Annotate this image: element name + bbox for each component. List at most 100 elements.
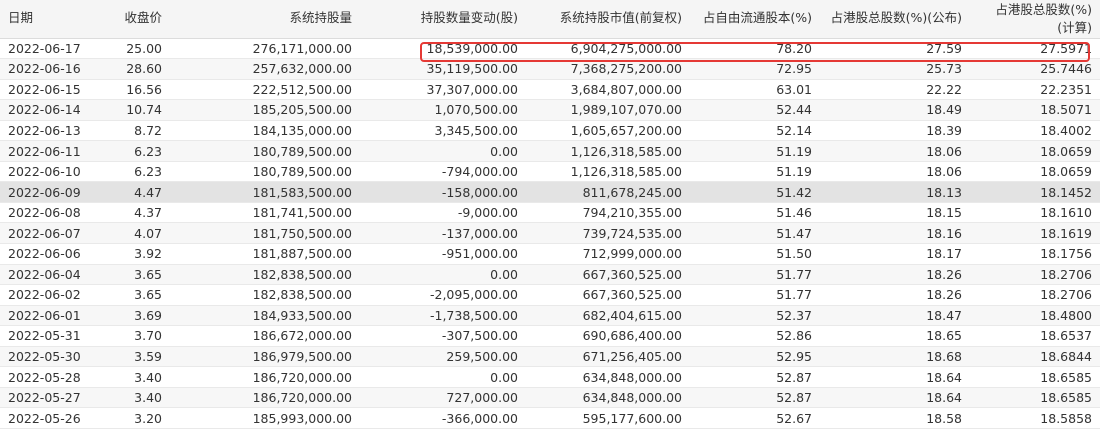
cell-date: 2022-06-02 [0,284,100,306]
table-row[interactable]: 2022-06-02 3.65 182,838,500.00 -2,095,000.0… [0,284,1100,306]
column-header-holding-change[interactable]: 持股数量变动(股) [360,0,526,39]
column-header-label: 占自由流通股本(%) [702,10,812,25]
cell-holding-market-value: 6,904,275,000.00 [526,38,690,60]
cell-close-price: 16.56 [100,79,170,101]
cell-total-shares-pct-calculated: 22.2351 [970,79,1100,101]
column-header-free-float-pct[interactable]: 占自由流通股本(%) [690,0,820,39]
cell-free-float-pct: 52.67 [690,407,820,429]
cell-date: 2022-06-09 [0,181,100,203]
cell-free-float-pct: 51.42 [690,181,820,203]
cell-date: 2022-06-17 [0,38,100,60]
column-header-holding-quantity[interactable]: 系统持股量 [170,0,360,39]
cell-total-shares-pct-calculated: 18.2706 [970,264,1100,286]
table-row[interactable]: 2022-05-26 3.20 185,993,000.00 -366,000.00 5… [0,407,1100,429]
cell-total-shares-pct-published: 18.39 [820,120,970,142]
cell-total-shares-pct-published: 18.49 [820,99,970,121]
table-row[interactable]: 2022-06-08 4.37 181,741,500.00 -9,000.00 794… [0,202,1100,224]
cell-holding-change: -794,000.00 [360,161,526,183]
cell-holding-quantity: 182,838,500.00 [170,284,360,306]
table-row[interactable]: 2022-06-07 4.07 181,750,500.00 -137,000.00 7… [0,222,1100,244]
cell-free-float-pct: 51.46 [690,202,820,224]
cell-holding-change: -2,095,000.00 [360,284,526,306]
cell-holding-change: 259,500.00 [360,346,526,368]
table-row[interactable]: 2022-06-15 16.56 222,512,500.00 37,307,000.… [0,79,1100,101]
table-row[interactable]: 2022-06-04 3.65 182,838,500.00 0.00 667,360,… [0,264,1100,286]
cell-total-shares-pct-calculated: 18.0659 [970,161,1100,183]
column-header-holding-market-value[interactable]: 系统持股市值(前复权) [526,0,690,39]
column-header-close-price[interactable]: 收盘价 [100,0,170,39]
cell-close-price: 3.20 [100,407,170,429]
cell-date: 2022-06-14 [0,99,100,121]
cell-holding-market-value: 682,404,615.00 [526,305,690,327]
cell-close-price: 4.07 [100,222,170,244]
cell-holding-market-value: 690,686,400.00 [526,325,690,347]
cell-holding-quantity: 181,741,500.00 [170,202,360,224]
cell-holding-quantity: 185,205,500.00 [170,99,360,121]
cell-free-float-pct: 51.19 [690,161,820,183]
cell-free-float-pct: 72.95 [690,58,820,80]
cell-holding-market-value: 794,210,355.00 [526,202,690,224]
cell-close-price: 3.69 [100,305,170,327]
cell-holding-market-value: 1,126,318,585.00 [526,140,690,162]
cell-free-float-pct: 52.87 [690,366,820,388]
table-row[interactable]: 2022-06-01 3.69 184,933,500.00 -1,738,500.0… [0,305,1100,327]
column-header-date[interactable]: 日期 [0,0,100,39]
cell-close-price: 4.37 [100,202,170,224]
table-row[interactable]: 2022-06-16 28.60 257,632,000.00 35,119,500.… [0,58,1100,80]
column-header-sublabel: (计算) [1057,20,1092,35]
cell-close-price: 4.47 [100,181,170,203]
cell-total-shares-pct-calculated: 18.5858 [970,407,1100,429]
cell-free-float-pct: 52.87 [690,387,820,409]
column-header-total-shares-pct-published[interactable]: 占港股总股数(%)(公布) [820,0,970,39]
cell-total-shares-pct-published: 18.17 [820,243,970,265]
cell-total-shares-pct-published: 18.64 [820,387,970,409]
table-row[interactable]: 2022-05-30 3.59 186,979,500.00 259,500.00 67… [0,346,1100,368]
cell-total-shares-pct-published: 18.64 [820,366,970,388]
cell-total-shares-pct-calculated: 18.0659 [970,140,1100,162]
cell-total-shares-pct-calculated: 18.5071 [970,99,1100,121]
cell-total-shares-pct-calculated: 18.6585 [970,387,1100,409]
table-row-highlighted[interactable]: 2022-06-17 25.00 276,171,000.00 18,539,000.… [0,38,1100,60]
cell-total-shares-pct-published: 18.16 [820,222,970,244]
cell-free-float-pct: 52.95 [690,346,820,368]
cell-close-price: 3.70 [100,325,170,347]
cell-date: 2022-06-10 [0,161,100,183]
cell-holding-change: -158,000.00 [360,181,526,203]
cell-holding-market-value: 667,360,525.00 [526,284,690,306]
cell-total-shares-pct-published: 18.26 [820,284,970,306]
column-header-total-shares-pct-calculated[interactable]: 占港股总股数(%) (计算) [970,0,1100,39]
table-row[interactable]: 2022-06-14 10.74 185,205,500.00 1,070,500.0… [0,99,1100,121]
cell-holding-market-value: 1,605,657,200.00 [526,120,690,142]
cell-date: 2022-06-16 [0,58,100,80]
cell-holding-quantity: 181,583,500.00 [170,181,360,203]
cell-holding-market-value: 634,848,000.00 [526,387,690,409]
table-row[interactable]: 2022-05-27 3.40 186,720,000.00 727,000.00 63… [0,387,1100,409]
column-header-label: 收盘价 [124,10,162,25]
table-row[interactable]: 2022-06-06 3.92 181,887,500.00 -951,000.00 7… [0,243,1100,265]
table-row[interactable]: 2022-06-09 4.47 181,583,500.00 -158,000.00 8… [0,181,1100,203]
table-row[interactable]: 2022-05-28 3.40 186,720,000.00 0.00 634,848,… [0,366,1100,388]
cell-date: 2022-06-15 [0,79,100,101]
cell-holding-quantity: 186,979,500.00 [170,346,360,368]
cell-date: 2022-05-28 [0,366,100,388]
cell-total-shares-pct-published: 18.68 [820,346,970,368]
cell-holding-change: 37,307,000.00 [360,79,526,101]
table-row[interactable]: 2022-06-10 6.23 180,789,500.00 -794,000.00 1… [0,161,1100,183]
table-row[interactable]: 2022-06-13 8.72 184,135,000.00 3,345,500.00… [0,120,1100,142]
column-header-label: 系统持股市值(前复权) [559,10,682,25]
table-row[interactable]: 2022-05-31 3.70 186,672,000.00 -307,500.00 6… [0,325,1100,347]
cell-holding-quantity: 184,135,000.00 [170,120,360,142]
table-row[interactable]: 2022-06-11 6.23 180,789,500.00 0.00 1,126,31… [0,140,1100,162]
cell-holding-quantity: 184,933,500.00 [170,305,360,327]
cell-holding-change: -366,000.00 [360,407,526,429]
cell-close-price: 3.40 [100,366,170,388]
cell-close-price: 3.65 [100,264,170,286]
cell-holding-market-value: 712,999,000.00 [526,243,690,265]
cell-close-price: 28.60 [100,58,170,80]
cell-date: 2022-06-11 [0,140,100,162]
cell-holding-change: 0.00 [360,366,526,388]
cell-close-price: 3.59 [100,346,170,368]
cell-free-float-pct: 78.20 [690,38,820,60]
cell-holding-market-value: 739,724,535.00 [526,222,690,244]
column-header-label: 占港股总股数(%) [995,2,1092,17]
